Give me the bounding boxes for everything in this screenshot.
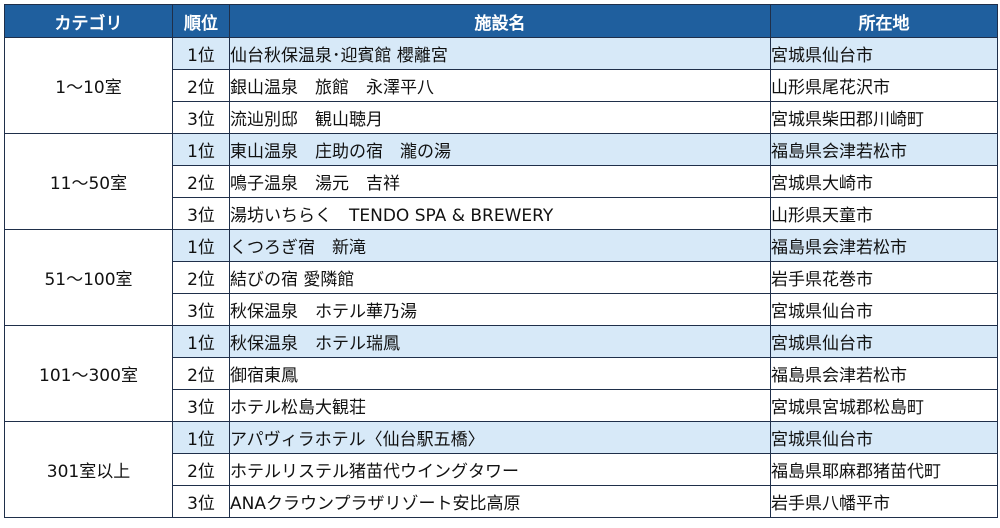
table-row: 51〜100室 1位 くつろぎ宿 新滝 福島県会津若松市 xyxy=(4,229,998,326)
rank-cell: 2位 xyxy=(172,453,230,486)
location-cell: 山形県尾花沢市 xyxy=(770,69,998,102)
ranking-table: カテゴリ 順位 施設名 所在地 1〜10室 1位 仙台秋保温泉･迎賓館 櫻離宮 … xyxy=(4,4,998,518)
rank-cell: 2位 xyxy=(172,165,230,198)
category-cell: 101〜300室 xyxy=(4,325,173,422)
category-cell: 1〜10室 xyxy=(4,37,173,134)
table-row: 2位 鳴子温泉 湯元 吉祥 宮城県大崎市 xyxy=(5,165,998,198)
facility-cell: 結びの宿 愛隣館 xyxy=(229,261,771,294)
rank-cell: 1位 xyxy=(172,325,230,358)
rank-cell: 2位 xyxy=(172,357,230,390)
facility-cell: ホテルリステル猪苗代ウイングタワー xyxy=(229,453,771,486)
facility-cell: 秋保温泉 ホテル華乃湯 xyxy=(229,293,771,326)
table-row: 2位 御宿東鳳 福島県会津若松市 xyxy=(5,357,998,390)
table-row: 2位 銀山温泉 旅館 永澤平八 山形県尾花沢市 xyxy=(5,69,998,102)
category-cell: 51〜100室 xyxy=(4,229,173,326)
rank-cell: 3位 xyxy=(172,293,230,326)
facility-cell: 銀山温泉 旅館 永澤平八 xyxy=(229,69,771,102)
location-cell: 宮城県宮城郡松島町 xyxy=(770,389,998,422)
location-cell: 福島県会津若松市 xyxy=(770,229,998,262)
category-cell: 11〜50室 xyxy=(4,133,173,230)
location-cell: 福島県会津若松市 xyxy=(770,133,998,166)
rank-cell: 1位 xyxy=(172,133,230,166)
rank-cell: 1位 xyxy=(172,421,230,454)
facility-cell: 湯坊いちらく TENDO SPA & BREWERY xyxy=(229,197,771,230)
facility-cell: ホテル松島大観荘 xyxy=(229,389,771,422)
facility-cell: 秋保温泉 ホテル瑞鳳 xyxy=(229,325,771,358)
rank-cell: 3位 xyxy=(172,197,230,230)
location-cell: 福島県耶麻郡猪苗代町 xyxy=(770,453,998,486)
location-cell: 宮城県大崎市 xyxy=(770,165,998,198)
table-row: 2位 結びの宿 愛隣館 岩手県花巻市 xyxy=(5,261,998,294)
facility-cell: くつろぎ宿 新滝 xyxy=(229,229,771,262)
header-row: カテゴリ 順位 施設名 所在地 xyxy=(4,4,998,38)
table-row: 1〜10室 1位 仙台秋保温泉･迎賓館 櫻離宮 宮城県仙台市 xyxy=(4,37,998,134)
facility-cell: 東山温泉 庄助の宿 瀧の湯 xyxy=(229,133,771,166)
location-cell: 宮城県仙台市 xyxy=(770,421,998,454)
category-cell: 301室以上 xyxy=(4,421,173,518)
table-row: 3位 ホテル松島大観荘 宮城県宮城郡松島町 xyxy=(5,389,998,422)
rank-cell: 3位 xyxy=(172,389,230,422)
location-cell: 宮城県仙台市 xyxy=(770,37,998,70)
facility-cell: 仙台秋保温泉･迎賓館 櫻離宮 xyxy=(229,37,771,70)
facility-cell: ANAクラウンプラザリゾート安比高原 xyxy=(229,485,771,518)
location-cell: 福島県会津若松市 xyxy=(770,357,998,390)
table-row: 3位 秋保温泉 ホテル華乃湯 宮城県仙台市 xyxy=(5,293,998,326)
facility-cell: 鳴子温泉 湯元 吉祥 xyxy=(229,165,771,198)
location-cell: 宮城県仙台市 xyxy=(770,293,998,326)
header-rank: 順位 xyxy=(172,4,230,38)
table-row: 101〜300室 1位 秋保温泉 ホテル瑞鳳 宮城県仙台市 xyxy=(4,325,998,422)
facility-cell: 流辿別邸 観山聴月 xyxy=(229,101,771,134)
table-row: 3位 湯坊いちらく TENDO SPA & BREWERY 山形県天童市 xyxy=(5,197,998,230)
table-row: 2位 ホテルリステル猪苗代ウイングタワー 福島県耶麻郡猪苗代町 xyxy=(5,453,998,486)
table-row: 11〜50室 1位 東山温泉 庄助の宿 瀧の湯 福島県会津若松市 xyxy=(4,133,998,230)
location-cell: 宮城県柴田郡川崎町 xyxy=(770,101,998,134)
location-cell: 岩手県花巻市 xyxy=(770,261,998,294)
table-row: 3位 流辿別邸 観山聴月 宮城県柴田郡川崎町 xyxy=(5,101,998,134)
table-row: 3位 ANAクラウンプラザリゾート安比高原 岩手県八幡平市 xyxy=(5,485,998,518)
facility-cell: アパヴィラホテル〈仙台駅五橋〉 xyxy=(229,421,771,454)
rank-cell: 1位 xyxy=(172,229,230,262)
header-facility: 施設名 xyxy=(229,4,771,38)
rank-cell: 2位 xyxy=(172,69,230,102)
header-location: 所在地 xyxy=(770,4,998,38)
table-row: 301室以上 1位 アパヴィラホテル〈仙台駅五橋〉 宮城県仙台市 xyxy=(4,421,998,518)
rank-cell: 1位 xyxy=(172,37,230,70)
rank-cell: 3位 xyxy=(172,101,230,134)
location-cell: 山形県天童市 xyxy=(770,197,998,230)
facility-cell: 御宿東鳳 xyxy=(229,357,771,390)
location-cell: 岩手県八幡平市 xyxy=(770,485,998,518)
rank-cell: 3位 xyxy=(172,485,230,518)
location-cell: 宮城県仙台市 xyxy=(770,325,998,358)
header-category: カテゴリ xyxy=(4,4,173,38)
rank-cell: 2位 xyxy=(172,261,230,294)
